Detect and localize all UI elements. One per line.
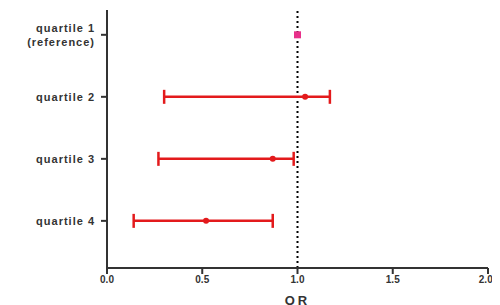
svg-text:quartile 2: quartile 2 xyxy=(36,91,95,103)
svg-text:quartile 4: quartile 4 xyxy=(36,215,95,227)
svg-text:0.0: 0.0 xyxy=(100,274,114,285)
svg-text:1.0: 1.0 xyxy=(291,274,305,285)
svg-text:1.5: 1.5 xyxy=(386,274,400,285)
svg-text:2.0: 2.0 xyxy=(479,274,492,285)
svg-text:quartile 1(reference): quartile 1(reference) xyxy=(27,22,95,48)
svg-text:OR: OR xyxy=(285,293,311,305)
svg-text:quartile 3: quartile 3 xyxy=(36,153,95,165)
svg-text:0.5: 0.5 xyxy=(195,274,209,285)
